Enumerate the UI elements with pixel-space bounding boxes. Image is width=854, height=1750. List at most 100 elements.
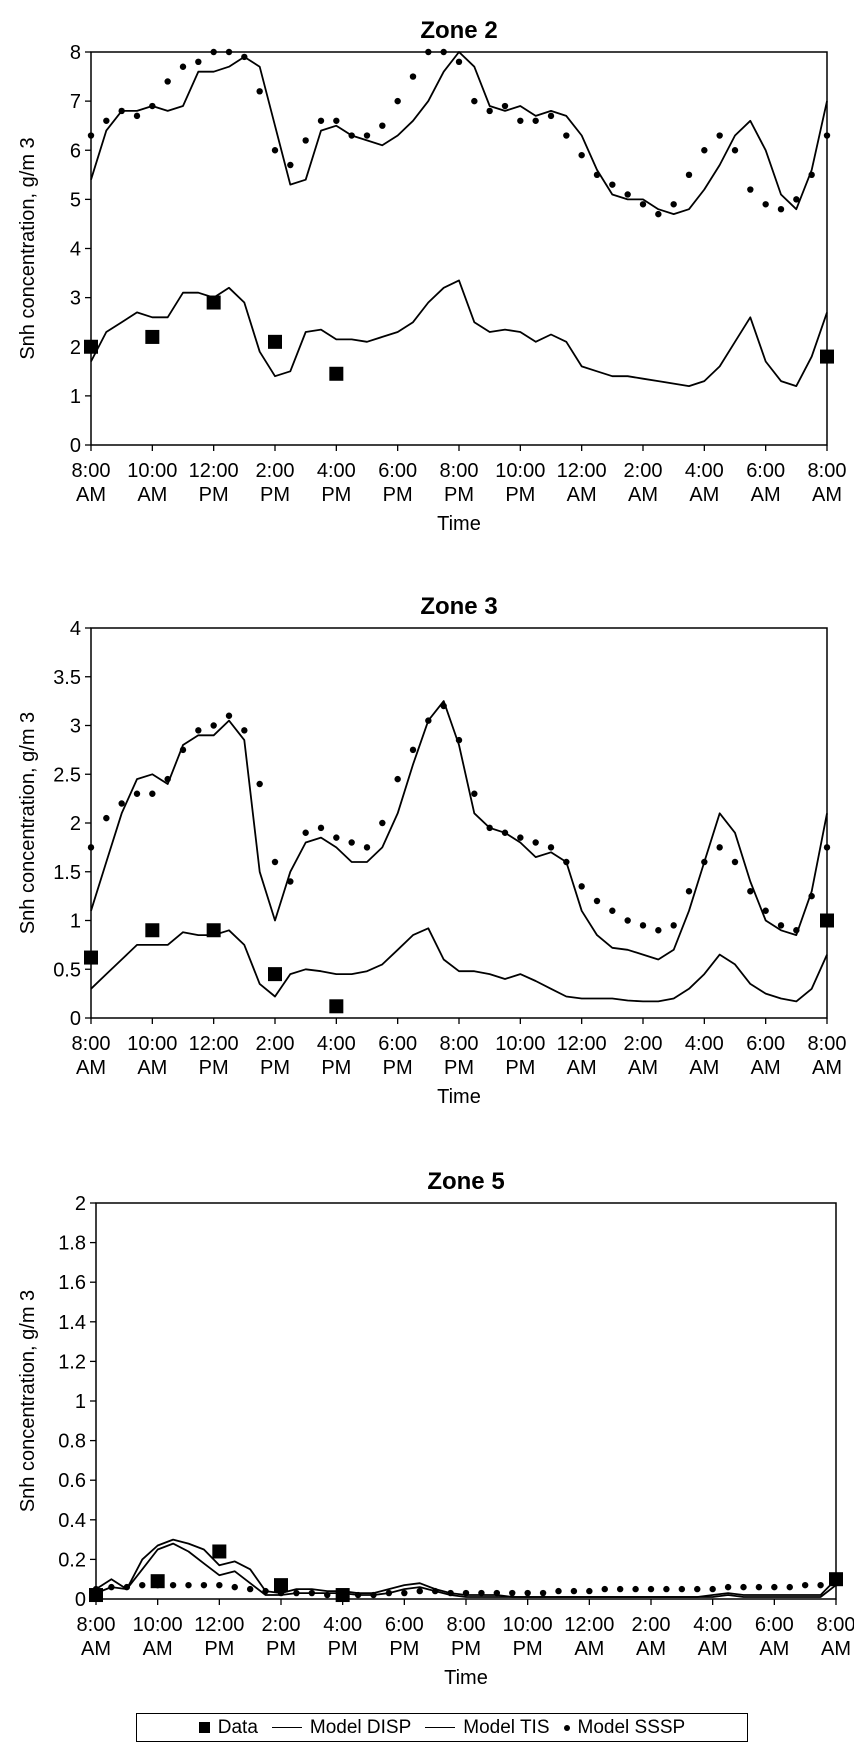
zone-2-model-sssp-point — [609, 907, 616, 914]
zone-1-plot-frame — [90, 51, 828, 446]
zone-1-model-sssp-point — [394, 97, 401, 105]
zone-2-x-tick-label-time: 4:00 — [317, 1033, 356, 1055]
zone-3-model-sssp-point — [616, 1585, 624, 1593]
zone-2-x-tick-label-period: PM — [321, 1057, 351, 1079]
legend-label-data: Data — [217, 1716, 258, 1738]
zone-2-model-sssp-point — [655, 927, 662, 934]
zone-3-model-sssp-point — [817, 1581, 824, 1589]
legend-item-model-tis: Model TIS — [425, 1717, 550, 1739]
zone-3-model-sssp-point — [277, 1589, 285, 1597]
zone-1-x-axis-label: Time — [437, 513, 481, 535]
zone-3-model-sssp-point — [370, 1591, 377, 1599]
zone-2-y-tick-label: 1.5 — [53, 862, 81, 884]
zone-3-x-tick-label-time: 12:00 — [564, 1614, 614, 1636]
zone-2-x-tick-label-time: 6:00 — [378, 1033, 417, 1055]
zone-2-x-tick-label-time: 10:00 — [495, 1033, 545, 1055]
zone-1-model-sssp-point — [195, 58, 202, 66]
zone-3-model-sssp-point — [231, 1583, 238, 1591]
zone-3-x-tick-label-time: 4:00 — [323, 1614, 362, 1636]
zone-3-model-sssp-point — [216, 1581, 223, 1589]
zone-2-model-sssp-point — [241, 727, 248, 734]
zone-1-model-sssp-point — [118, 107, 125, 115]
zone-2-y-tick-label: 2.5 — [53, 764, 81, 786]
zone-3-data-point — [274, 1578, 288, 1593]
zone-1-model-sssp-point — [655, 210, 662, 218]
zone-1-x-tick-label-period: PM — [321, 484, 351, 506]
zone-1-title: Zone 2 — [420, 17, 497, 44]
zone-3-model-sssp-point — [478, 1589, 485, 1597]
zone-3-model-sssp-point — [771, 1583, 778, 1591]
zone-3-y-tick-label: 0.4 — [58, 1510, 86, 1532]
zone-1-model-sssp-point — [87, 132, 95, 139]
zone-1-x-tick-label-time: 6:00 — [746, 460, 785, 482]
zone-1-model-sssp-point — [823, 132, 831, 139]
zone-3-title: Zone 5 — [427, 1168, 504, 1195]
zone-1-model-sssp-point — [517, 117, 524, 124]
zone-1-model-sssp-point — [731, 147, 739, 154]
zone-3-model-sssp-point — [724, 1583, 732, 1591]
zone-2-model-sssp-point — [731, 858, 739, 866]
chart-legend: Data Model DISP Model TIS Model SSSP — [136, 1713, 748, 1742]
zone-3-x-tick-label-time: 6:00 — [385, 1614, 424, 1636]
zone-1-model-sssp-point — [287, 161, 294, 169]
zone-1-model-sssp-point — [762, 201, 769, 208]
legend-line-marker — [425, 1727, 456, 1728]
zone-1-data-point — [206, 295, 221, 310]
zone-1-model-sssp-point — [670, 201, 677, 208]
zone-1-y-tick-label: 4 — [70, 239, 81, 261]
zone-2-model-sssp-point — [685, 888, 693, 895]
zone-2-x-tick-label-time: 2:00 — [624, 1033, 663, 1055]
zone-1-data-point — [820, 349, 834, 364]
zone-1-model-sssp-point — [425, 48, 432, 56]
zone-3-model-sssp-point — [431, 1587, 439, 1595]
zone-2-model-sssp-point — [486, 824, 493, 832]
zone-2-model-sssp-point — [133, 790, 141, 797]
zone-3-data-point — [150, 1574, 165, 1589]
zone-3-x-tick-label-period: AM — [574, 1638, 604, 1660]
zone-1-x-tick-label-time: 2:00 — [624, 460, 663, 482]
zone-3-model-sssp-point — [416, 1587, 423, 1595]
zone-2-x-tick-label-time: 8:00 — [72, 1033, 111, 1055]
zone-2-model-sssp-point — [149, 790, 156, 797]
zone-3-x-tick-label-period: AM — [698, 1638, 728, 1660]
zone-3-x-axis-label: Time — [444, 1667, 488, 1689]
zone-2-model-sssp-point — [256, 780, 263, 788]
zone-1-model-sssp-point — [317, 117, 325, 124]
zone-1-x-tick-label-period: AM — [628, 484, 658, 506]
zone-2-model-sssp-point — [532, 839, 539, 846]
zone-3-model-sssp-point — [385, 1589, 393, 1597]
zone-2-model-sssp-point — [195, 727, 202, 734]
zone-1-model-sssp-point — [210, 48, 217, 56]
zone-1-model-sssp-point — [256, 88, 263, 95]
zone-2-x-tick-label-time: 4:00 — [685, 1033, 724, 1055]
zone-2-y-tick-label: 1 — [70, 911, 81, 933]
zone-3-model-sssp-point — [154, 1581, 161, 1589]
zone-2-x-tick-label-time: 12:00 — [557, 1033, 607, 1055]
zone-1-model-sssp-point — [716, 132, 723, 139]
zone-2-model-sssp-point — [624, 917, 631, 924]
zone-1-x-tick-label-period: PM — [505, 484, 535, 506]
zone-3-model-sssp-point — [339, 1591, 346, 1599]
zone-3-x-tick-label-period: PM — [204, 1638, 234, 1660]
zone-2-y-tick-label: 2 — [70, 813, 81, 835]
zone-2-model-sssp-point — [363, 844, 371, 851]
zone-2-x-axis-label: Time — [437, 1086, 481, 1108]
zone-2-data-point — [84, 950, 98, 965]
zone-1-model-sssp-point — [701, 147, 708, 154]
legend-label-model-sssp: Model SSSP — [577, 1716, 686, 1738]
zone-2-model-sssp-point — [716, 844, 723, 851]
zone-1-data-point — [145, 329, 160, 344]
zone-3-y-tick-label: 2 — [75, 1193, 86, 1215]
zone-3-model-sssp-point — [200, 1581, 208, 1589]
zone-3-model-sssp-point — [832, 1579, 840, 1587]
zone-3-x-tick-label-period: PM — [451, 1638, 481, 1660]
zone-1-model-sssp-point — [225, 48, 233, 56]
zone-1-series-model-tis — [90, 279, 828, 387]
zone-2-model-sssp-point — [87, 844, 95, 851]
zone-3-x-tick-label-time: 12:00 — [194, 1614, 244, 1636]
zone-3-model-sssp-point — [709, 1585, 716, 1593]
zone-3-x-tick-label-time: 8:00 — [77, 1614, 116, 1636]
zone-1-y-tick-label: 5 — [70, 189, 81, 211]
zone-3-x-tick-label-period: AM — [81, 1638, 111, 1660]
zone-1-model-sssp-point — [808, 171, 815, 179]
